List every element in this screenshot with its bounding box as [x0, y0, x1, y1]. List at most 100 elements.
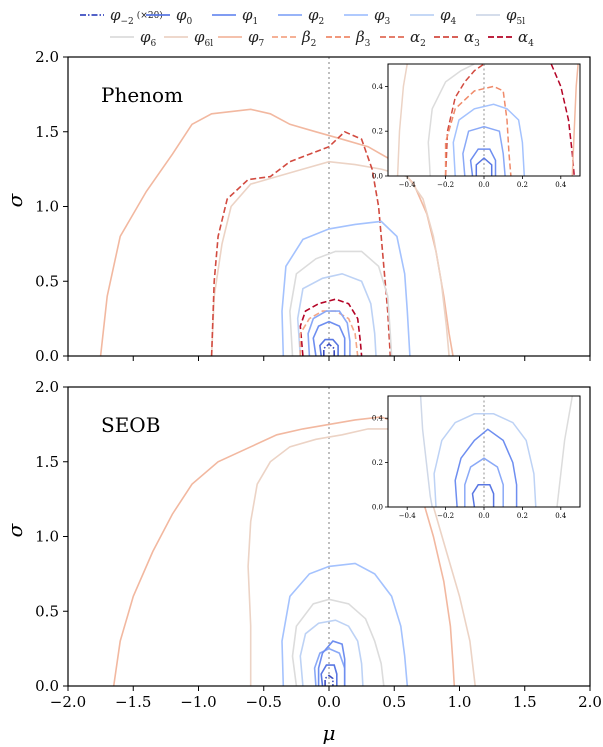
inset-contour-β3 [444, 85, 512, 176]
contour-φ4 [296, 272, 377, 356]
inset: −0.4 −0.2 0.0 0.2 0.4 0.0 0.2 0.4 [372, 395, 581, 520]
legend-entry: φ1 [212, 6, 258, 27]
inset-contour-φ1 [454, 428, 518, 507]
inset-contour-φ6 [556, 396, 574, 507]
legend-label: φ7 [248, 28, 265, 49]
legend-subscript: 5l [517, 17, 526, 27]
y-tick-label: 2.0 [35, 48, 59, 66]
inset-y-tick-label: 0.0 [372, 504, 383, 512]
legend-subscript: 4 [451, 17, 457, 27]
legend-label: φ4 [440, 6, 457, 27]
legend-entry: φ3 [344, 6, 391, 27]
inset-contour-φ2 [464, 457, 504, 507]
legend-entry: φ6l [164, 28, 213, 49]
legend-subscript: 4 [528, 39, 534, 49]
x-tick-label: 0.5 [382, 693, 406, 711]
legend-entry: φ5l [476, 6, 525, 27]
legend-subscript: 0 [187, 17, 193, 27]
inset-contour-φ4 [433, 413, 537, 507]
legend-subscript: 2 [319, 17, 325, 27]
x-tick-label: 2.0 [578, 693, 602, 711]
legend-subscript: 7 [259, 39, 265, 49]
inset-contour-φ0 [471, 484, 495, 507]
contour-φ4 [299, 619, 364, 686]
contour-φ6 [289, 250, 393, 356]
contour-φ1 [317, 640, 346, 686]
legend-entry: φ2 [278, 6, 324, 27]
legend-entry: φ−2(×20) [80, 6, 163, 27]
y-tick-label: 2.0 [35, 378, 59, 396]
legend-entry: α2 [380, 28, 426, 49]
legend-subscript: −2 [121, 17, 134, 27]
contour-φ7 [112, 416, 456, 686]
x-tick-label: −1.0 [180, 693, 216, 711]
legend-label: β3 [355, 28, 371, 49]
contour-α3 [210, 130, 392, 356]
x-tick-label: −1.5 [115, 693, 151, 711]
y-axis-label: σ [3, 522, 27, 537]
contour-φ2 [307, 310, 351, 356]
inset-contour-φ0 [475, 157, 493, 176]
inset-x-tick-label: 0.0 [478, 181, 489, 189]
y-tick-label: 1.5 [35, 453, 59, 471]
inset-x-tick-label: 0.4 [555, 181, 567, 189]
contour-φ1 [312, 320, 346, 356]
panel-title: SEOB [101, 413, 160, 437]
inset-y-tick-label: 0.2 [372, 128, 383, 136]
x-tick-label: 0.0 [317, 693, 341, 711]
legend-entry: α3 [434, 28, 480, 49]
inset-x-tick-label: −0.4 [399, 512, 417, 520]
legend-entry: φ7 [218, 28, 265, 49]
inset-contour-φ6 [427, 64, 475, 176]
inset-contour-φ5l [419, 396, 433, 507]
y-tick-label: 0.5 [35, 272, 59, 290]
inset-contour-φ3 [452, 103, 526, 176]
inset-x-tick-label: 0.2 [517, 181, 528, 189]
legend-label: φ5l [506, 6, 525, 27]
contour-φ6 [291, 598, 385, 686]
legend-label: α2 [410, 28, 426, 49]
inset-x-tick-label: −0.4 [399, 181, 417, 189]
x-axis-label: μ [323, 721, 336, 745]
legend-entry: β2 [272, 28, 316, 49]
legend-label: φ0 [176, 6, 193, 27]
inset-contour-φ7 [571, 64, 579, 176]
legend: φ−2(×20) φ0 φ1 φ2 φ3 φ4 φ5l φ6 φ6l φ7 β2 β3 α2 α3 α4 [80, 6, 534, 49]
contours [112, 416, 476, 686]
contour-φ6l [210, 160, 450, 356]
inset-y-tick-label: 0.4 [372, 415, 384, 423]
legend-subscript: 3 [474, 39, 480, 49]
legend-entry: α4 [488, 28, 534, 49]
inset-contour-φ2 [462, 125, 506, 176]
x-tick-label: 1.0 [448, 693, 472, 711]
contour-φ0 [319, 338, 339, 356]
legend-label: α3 [464, 28, 480, 49]
y-tick-label: 1.0 [35, 198, 59, 216]
legend-entry: φ6 [110, 28, 157, 49]
legend-subscript: 1 [253, 17, 259, 27]
inset-x-tick-label: 0.4 [555, 512, 567, 520]
inset-x-tick-label: −0.2 [437, 512, 454, 520]
legend-entry: φ4 [410, 6, 457, 27]
contour-φ−2 [323, 342, 335, 356]
y-tick-label: 1.0 [35, 528, 59, 546]
panel-phenom: 0.0 0.5 1.0 1.5 2.0 σ Phenom −0.4 −0.2 0.0 0.2 0.4 0… [3, 48, 591, 365]
contour-φ3 [281, 562, 409, 686]
inset-contour-φ6l [396, 64, 408, 176]
contour-φ6l [247, 428, 476, 686]
legend-subscript: 3 [385, 17, 391, 27]
y-tick-label: 1.5 [35, 123, 59, 141]
y-tick-label: 0.5 [35, 602, 59, 620]
legend-label: φ6l [194, 28, 213, 49]
inset-y-tick-label: 0.4 [372, 83, 384, 91]
legend-subscript: 6 [151, 39, 157, 49]
contour-φ−2 [324, 674, 334, 686]
inset-y-tick-label: 0.0 [372, 173, 383, 181]
inset-contour-φ1 [469, 148, 497, 176]
contour-φ0 [320, 664, 338, 686]
inset-contours [419, 396, 574, 507]
x-tick-label: −2.0 [50, 693, 86, 711]
legend-subscript: 2 [420, 39, 426, 49]
x-tick-label: −0.5 [246, 693, 282, 711]
